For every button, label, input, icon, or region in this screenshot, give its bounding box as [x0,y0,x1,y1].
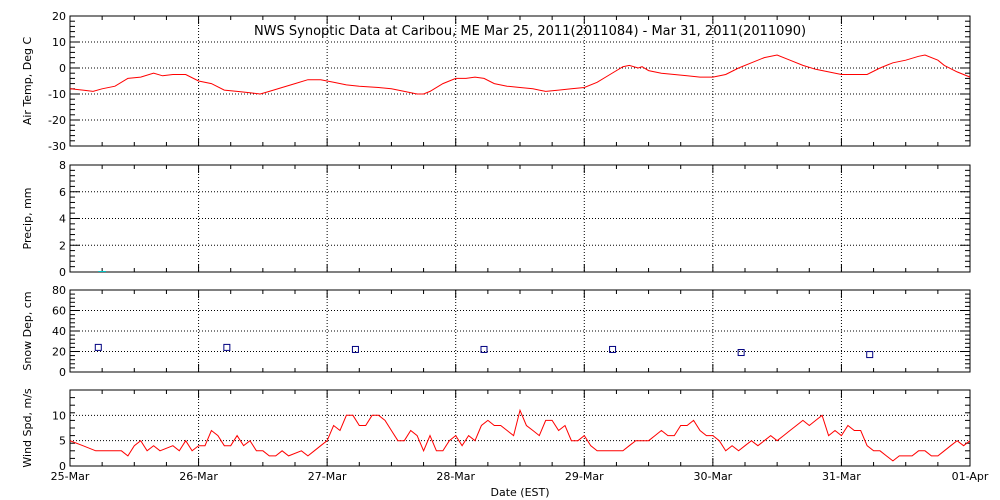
y-tick-label: 60 [52,305,66,318]
snow-depth-marker [223,343,231,351]
x-tick-label: 27-Mar [308,470,347,483]
air-temp-panel: -30 -20 -10 0 10 20 Air Temp, Deg C [21,10,971,153]
x-tick-label: 01-Apr [952,470,989,483]
panel-frame [69,389,971,467]
y-tick-label: 0 [59,62,66,75]
snow-depth-marker [866,351,874,359]
x-axis: 25-Mar 26-Mar 27-Mar 28-Mar 29-Mar 30-Mar 31-M… [51,470,989,483]
x-tick-label: 30-Mar [693,470,732,483]
panel-frame [69,15,971,147]
x-tick-label: 25-Mar [51,470,90,483]
y-tick-label: 80 [52,284,66,297]
snow-depth-series [94,343,874,359]
panel-frame [69,164,971,273]
y-tick-label: 0 [59,366,66,379]
x-tick-label: 28-Mar [436,470,475,483]
air-temp-line [70,54,970,95]
x-tick-label: 26-Mar [179,470,218,483]
y-tick-label: 6 [59,186,66,199]
air-temp-series [70,54,970,95]
y-tick-label: 20 [52,346,66,359]
wind-speed-line [70,408,970,462]
chart-title: NWS Synoptic Data at Caribou, ME Mar 25,… [254,24,806,39]
x-tick-label: 29-Mar [565,470,604,483]
precip-ylabel: Precip, mm [21,188,34,250]
y-tick-label: -20 [48,114,66,127]
y-tick-label: 2 [59,239,66,252]
panel-frame [69,289,971,373]
y-tick-label: 20 [52,10,66,23]
y-tick-label: 10 [52,409,66,422]
y-tick-label: 4 [59,213,66,226]
y-tick-label: -30 [48,140,66,153]
snow-depth-marker [737,349,745,357]
snow-depth-marker [480,345,488,353]
y-tick-label: 5 [59,435,66,448]
y-tick-label: 0 [59,460,66,473]
snow-depth-marker [351,345,359,353]
snow-depth-marker [609,345,617,353]
air-temp-ylabel: Air Temp, Deg C [21,37,34,126]
y-tick-label: 8 [59,159,66,172]
snow-depth-ylabel: Snow Dep, cm [21,291,34,370]
wind-speed-panel: 0 5 10 Wind Spd, m/s [21,388,971,473]
x-tick-label: 31-Mar [822,470,861,483]
snow-depth-panel: 0 20 40 60 80 Snow Dep, cm [21,284,971,379]
y-tick-label: 40 [52,325,66,338]
snow-depth-marker [94,343,102,351]
x-axis-label: Date (EST) [490,486,549,499]
precip-panel: 0 2 4 6 8 Precip, mm [21,159,971,279]
chart-panels: -30 -20 -10 0 10 20 Air Temp, Deg C 0 2 4 6 8 Precip… [21,10,971,473]
y-tick-label: 10 [52,36,66,49]
y-tick-label: 0 [59,266,66,279]
y-tick-label: -10 [48,88,66,101]
wind-speed-ylabel: Wind Spd, m/s [21,388,34,468]
wind-speed-series [70,408,970,462]
